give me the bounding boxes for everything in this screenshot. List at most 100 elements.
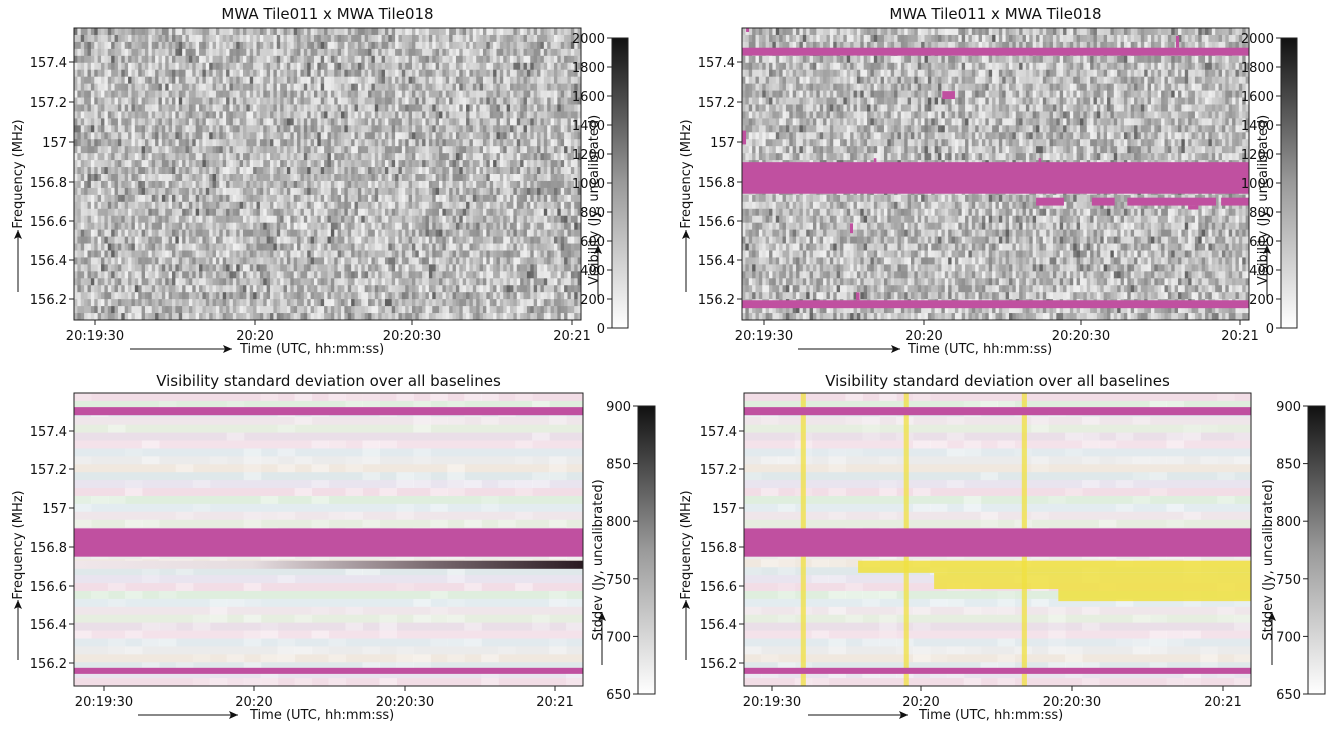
- heatmap-cell: [462, 229, 467, 238]
- heatmap-cell: [412, 28, 416, 36]
- heatmap-cell: [395, 222, 400, 231]
- heatmap-cell: [337, 222, 342, 231]
- heatmap-cell: [239, 111, 244, 119]
- heatmap-cell: [178, 132, 183, 140]
- heatmap-cell: [178, 160, 183, 168]
- heatmap-cell: [320, 167, 325, 175]
- heatmap-cell: [290, 229, 295, 238]
- heatmap-cell: [131, 55, 136, 64]
- heatmap-cell: [334, 306, 339, 314]
- heatmap-cell: [324, 292, 329, 300]
- heatmap-cell: [226, 292, 231, 300]
- heatmap-cell: [77, 125, 82, 133]
- heatmap-cell: [449, 215, 454, 224]
- heatmap-cell: [357, 201, 362, 210]
- heatmap-cell: [107, 146, 112, 154]
- heatmap-cell: [212, 153, 217, 161]
- heatmap-cell: [246, 76, 251, 85]
- heatmap-cell: [232, 236, 237, 245]
- heatmap-cell: [84, 313, 89, 320]
- heatmap-cell: [168, 132, 173, 140]
- heatmap-cell: [195, 132, 200, 140]
- heatmap-cell: [432, 250, 437, 259]
- heatmap-cell: [84, 167, 89, 175]
- heatmap-cell: [114, 215, 119, 224]
- heatmap-cell: [449, 201, 454, 210]
- heatmap-cell: [472, 229, 477, 238]
- heatmap-cell: [107, 132, 112, 140]
- heatmap-cell: [391, 313, 396, 320]
- heatmap-cell: [320, 97, 325, 106]
- heatmap-cell: [155, 48, 160, 57]
- heatmap-cell: [259, 257, 264, 265]
- heatmap-cell: [368, 153, 373, 161]
- heatmap-cell: [313, 313, 318, 320]
- heatmap-cell: [371, 160, 376, 168]
- heatmap-cell: [472, 28, 477, 36]
- heatmap-cell: [283, 229, 288, 238]
- heatmap-cell: [412, 250, 416, 259]
- heatmap-cell: [405, 111, 410, 119]
- heatmap-cell: [94, 90, 99, 99]
- heatmap-cell: [219, 41, 224, 50]
- heatmap-cell: [378, 83, 383, 92]
- heatmap-cell: [243, 174, 247, 182]
- heatmap-cell: [283, 180, 288, 189]
- heatmap-cell: [172, 160, 176, 168]
- heatmap-cell: [121, 104, 126, 113]
- heatmap-cell: [472, 139, 477, 147]
- heatmap-cell: [401, 34, 406, 43]
- heatmap-cell: [202, 306, 207, 314]
- heatmap-cell: [307, 28, 312, 36]
- heatmap-cell: [408, 28, 413, 36]
- heatmap-cell: [219, 194, 224, 203]
- heatmap-cell: [219, 243, 224, 252]
- heatmap-cell: [246, 222, 251, 231]
- heatmap-cell: [401, 153, 406, 161]
- heatmap-cell: [144, 111, 149, 119]
- heatmap-cell: [341, 90, 345, 99]
- heatmap-cell: [236, 306, 241, 314]
- heatmap-cell: [138, 222, 143, 231]
- heatmap-cell: [84, 264, 89, 272]
- heatmap-cell: [259, 180, 264, 189]
- heatmap-cell: [263, 83, 268, 92]
- heatmap-cell: [297, 153, 302, 161]
- heatmap-cell: [310, 264, 315, 272]
- heatmap-cell: [185, 160, 190, 168]
- heatmap-cell: [97, 125, 102, 133]
- heatmap-cell: [138, 69, 143, 78]
- heatmap-cell: [276, 222, 281, 231]
- heatmap-cell: [452, 236, 457, 245]
- heatmap-cell: [117, 313, 122, 320]
- heatmap-cell: [266, 174, 271, 182]
- heatmap-cell: [144, 132, 149, 140]
- heatmap-cell: [165, 41, 170, 50]
- heatmap-cell: [256, 264, 261, 272]
- heatmap-cell: [364, 215, 369, 224]
- heatmap-cell: [107, 264, 112, 272]
- heatmap-cell: [354, 111, 359, 119]
- heatmap-cell: [172, 257, 176, 265]
- heatmap-cell: [371, 180, 376, 189]
- heatmap-cell: [270, 229, 275, 238]
- heatmap-cell: [253, 97, 258, 106]
- heatmap-cell: [155, 201, 160, 210]
- heatmap-cell: [212, 132, 217, 140]
- heatmap-cell: [371, 222, 376, 231]
- heatmap-cell: [290, 278, 295, 286]
- heatmap-cell: [337, 167, 342, 175]
- heatmap-cell: [138, 41, 143, 50]
- heatmap-cell: [151, 48, 156, 57]
- heatmap-cell: [368, 271, 373, 279]
- heatmap-cell: [131, 229, 136, 238]
- heatmap-cell: [418, 90, 423, 99]
- heatmap-cell: [144, 208, 149, 217]
- heatmap-cell: [107, 194, 112, 203]
- heatmap-cell: [276, 62, 281, 71]
- heatmap-cell: [303, 187, 308, 196]
- heatmap-cell: [192, 250, 197, 259]
- heatmap-cell: [236, 264, 241, 272]
- heatmap-cell: [307, 69, 312, 78]
- heatmap-cell: [452, 28, 457, 36]
